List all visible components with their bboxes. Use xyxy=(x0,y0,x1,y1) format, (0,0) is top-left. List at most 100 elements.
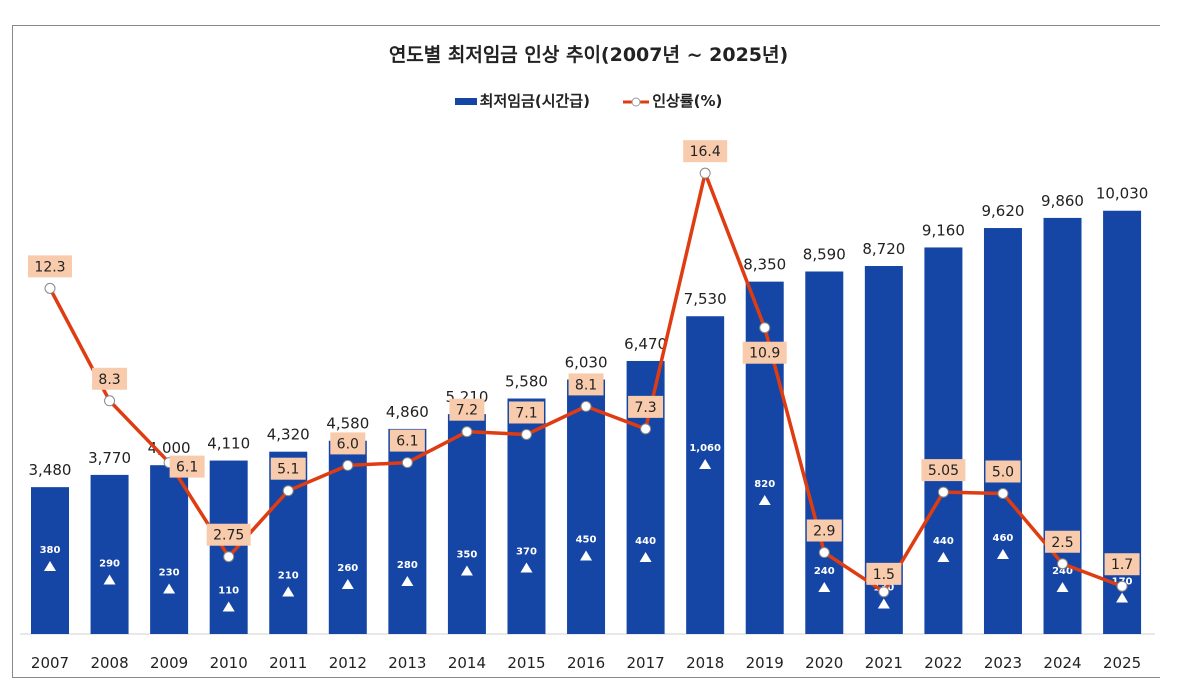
rate-point xyxy=(104,395,116,407)
bar-2018 xyxy=(686,316,725,634)
rate-label-box xyxy=(683,140,728,163)
increase-triangle-icon xyxy=(758,495,771,505)
rate-label-box xyxy=(628,395,664,418)
bar-2019 xyxy=(745,281,784,634)
bar-value-label: 5,580 xyxy=(505,373,548,391)
rate-label: 6.1 xyxy=(396,434,418,450)
increase-triangle-icon xyxy=(1116,592,1129,603)
rate-point xyxy=(580,400,592,412)
rate-point xyxy=(520,428,532,440)
increase-triangle-icon xyxy=(44,561,56,571)
increase-triangle-icon xyxy=(520,562,533,573)
x-tick-label: 2018 xyxy=(686,654,724,672)
increase-label: 460 xyxy=(993,533,1014,544)
bar-2023 xyxy=(983,228,1022,634)
bar-value-label: 9,160 xyxy=(922,221,965,239)
bar-2014 xyxy=(447,414,486,634)
legend-bar-swatch xyxy=(454,98,477,105)
increase-triangle-icon xyxy=(639,552,652,562)
increase-label: 1,060 xyxy=(689,443,721,454)
rate-label: 5.05 xyxy=(928,463,959,479)
rate-label: 2.75 xyxy=(213,528,244,544)
increase-triangle-icon xyxy=(341,579,354,589)
legend-line-label: 인상률(%) xyxy=(652,92,723,110)
increase-triangle-icon xyxy=(1056,582,1069,592)
rate-point xyxy=(44,282,56,294)
increase-triangle-icon xyxy=(401,576,414,586)
rate-label-box xyxy=(28,255,72,278)
bar-value-label: 10,030 xyxy=(1096,185,1149,203)
bar-value-label: 9,620 xyxy=(981,202,1024,220)
bar-2008 xyxy=(90,474,129,634)
x-tick-label: 2021 xyxy=(865,654,903,672)
x-tick-label: 2013 xyxy=(388,654,426,672)
bar-value-label: 7,530 xyxy=(684,290,727,308)
increase-triangle-icon xyxy=(103,574,116,585)
rate-label-box xyxy=(1045,530,1081,553)
increase-label: 450 xyxy=(576,535,597,546)
bar-value-label: 8,720 xyxy=(862,240,905,258)
rate-label-box xyxy=(985,460,1021,483)
rate-label-box xyxy=(330,432,366,455)
increase-triangle-icon xyxy=(699,459,712,469)
rate-label-box xyxy=(866,562,902,585)
x-tick-label: 2009 xyxy=(150,654,188,672)
bar-2011 xyxy=(269,451,308,634)
bar-value-label: 8,590 xyxy=(803,246,846,264)
x-tick-label: 2008 xyxy=(90,654,128,672)
x-tick-label: 2012 xyxy=(329,654,367,672)
rate-label: 2.9 xyxy=(813,524,835,540)
rate-label: 16.4 xyxy=(690,144,721,160)
bar-value-label: 4,110 xyxy=(207,435,250,453)
rate-label-box xyxy=(1104,553,1140,576)
bar-2009 xyxy=(150,465,189,634)
rate-point xyxy=(878,586,890,598)
x-tick-label: 2019 xyxy=(746,654,784,672)
bar-value-label: 3,770 xyxy=(88,449,131,467)
x-tick-label: 2020 xyxy=(805,654,843,672)
rate-label: 7.3 xyxy=(634,400,656,416)
rate-point xyxy=(818,547,830,559)
increase-triangle-icon xyxy=(877,598,890,609)
rate-label-box xyxy=(508,401,544,424)
increase-label: 240 xyxy=(814,566,835,577)
increase-label: 280 xyxy=(397,560,418,571)
increase-label: 440 xyxy=(635,536,656,547)
rate-label-box xyxy=(742,341,787,364)
increase-label: 260 xyxy=(337,563,358,574)
rate-point xyxy=(401,457,413,469)
legend-item-bar: 최저임금(시간급) xyxy=(454,90,590,111)
bar-value-label: 6,030 xyxy=(565,354,608,372)
rate-label-box xyxy=(270,457,306,480)
increase-triangle-icon xyxy=(937,552,950,562)
increase-label: 350 xyxy=(456,550,477,561)
rate-point xyxy=(223,551,235,563)
rate-label: 6.0 xyxy=(337,436,359,452)
rate-label: 8.1 xyxy=(575,377,597,393)
increase-triangle-icon xyxy=(460,565,473,576)
x-tick-label: 2022 xyxy=(924,654,962,672)
x-tick-label: 2011 xyxy=(269,654,307,672)
bar-2012 xyxy=(328,440,367,634)
increase-triangle-icon xyxy=(996,549,1009,559)
rate-label-box xyxy=(806,519,842,542)
increase-triangle-icon xyxy=(818,582,831,592)
rate-label-box xyxy=(921,459,966,482)
bar-2016 xyxy=(567,379,606,634)
rate-point xyxy=(342,459,354,471)
rate-label: 2.5 xyxy=(1051,535,1073,551)
rate-point xyxy=(282,485,294,497)
rate-label-box xyxy=(449,398,485,421)
increase-triangle-icon xyxy=(580,550,593,561)
rate-label: 5.1 xyxy=(277,462,299,478)
x-tick-label: 2010 xyxy=(210,654,248,672)
bar-2007 xyxy=(31,487,69,634)
increase-triangle-icon xyxy=(222,601,235,612)
bar-value-label: 9,860 xyxy=(1041,192,1084,210)
rate-point xyxy=(640,423,652,435)
bar-value-label: 4,580 xyxy=(326,415,369,433)
bar-2022 xyxy=(924,247,963,634)
chart-title: 연도별 최저임금 인상 추이(2007년 ~ 2025년) xyxy=(388,44,789,66)
rate-label-box xyxy=(568,373,604,396)
increase-label: 210 xyxy=(278,571,299,582)
